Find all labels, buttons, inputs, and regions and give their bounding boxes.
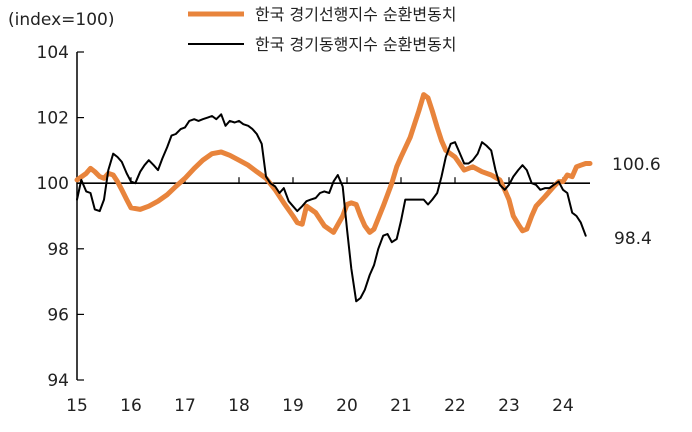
axes: 94 96 98 100 102 104 15 16 17 18 19 20 21 22 23 24 <box>37 43 590 416</box>
y-axis-unit-label: (index=100) <box>8 10 114 30</box>
x-tick-label: 20 <box>336 396 358 416</box>
x-tick-label: 18 <box>228 396 250 416</box>
legend-label-leading: 한국 경기선행지수 순환변동치 <box>255 5 457 24</box>
x-tick-label: 23 <box>498 396 520 416</box>
x-tick-label: 21 <box>390 396 412 416</box>
series-lines <box>74 92 593 303</box>
y-tick-label: 98 <box>47 240 69 260</box>
series-line-leading <box>74 92 593 235</box>
y-tick-label: 96 <box>47 305 69 325</box>
x-tick-label: 17 <box>174 396 196 416</box>
x-tick-label: 22 <box>444 396 466 416</box>
y-tick-label: 94 <box>47 371 69 391</box>
end-label-leading: 100.6 <box>612 155 661 175</box>
y-tick-label: 104 <box>37 43 69 63</box>
end-label-coincident: 98.4 <box>614 229 652 249</box>
x-tick-label: 24 <box>552 396 574 416</box>
x-tick-label: 15 <box>66 396 88 416</box>
legend-label-coincident: 한국 경기동행지수 순환변동치 <box>255 35 457 54</box>
x-tick-label: 16 <box>120 396 142 416</box>
series-line-coincident <box>76 113 587 303</box>
y-tick-label: 102 <box>37 109 69 129</box>
legend: 한국 경기선행지수 순환변동치 한국 경기동행지수 순환변동치 <box>188 5 457 54</box>
y-tick-label: 100 <box>37 174 69 194</box>
x-tick-label: 19 <box>282 396 304 416</box>
